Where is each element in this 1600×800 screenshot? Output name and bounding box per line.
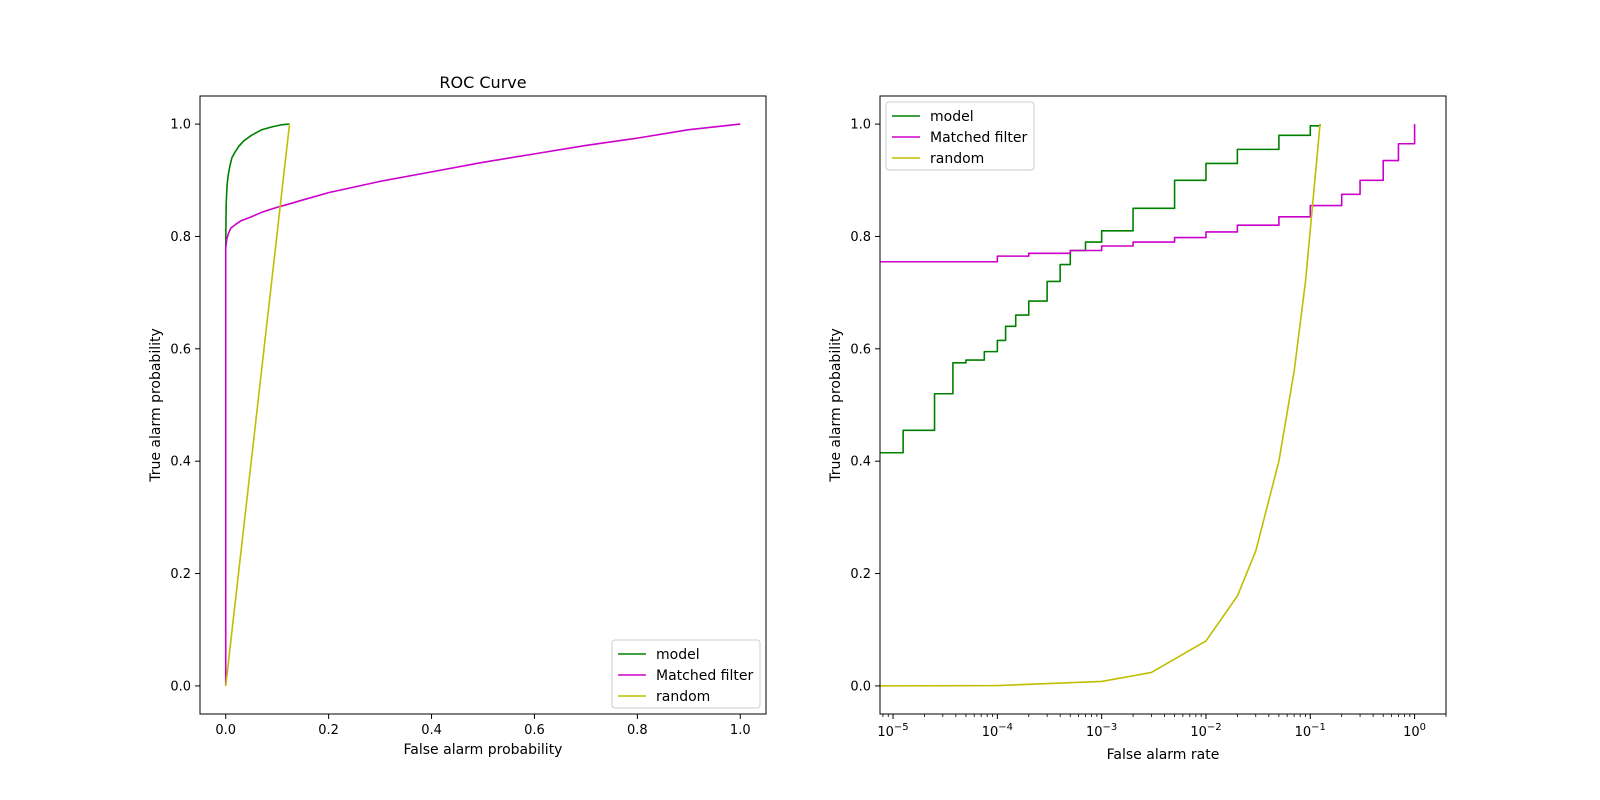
legend-label-random: random — [656, 689, 710, 705]
y-tick-label: 0.8 — [170, 230, 191, 245]
legend-box — [885, 101, 1035, 171]
series-line-random — [224, 123, 291, 687]
roc-linear-y-ticks: 0.0 0.2 0.4 0.6 0.8 1.0 — [170, 118, 200, 694]
series-line-model — [880, 124, 1321, 454]
x-tick-label: 0.6 — [524, 723, 545, 738]
roc-log-axes-frame — [879, 95, 1447, 715]
roc-log-x-ticks: 10−5 10−4 10−3 10−2 10−1 100 — [877, 714, 1447, 740]
x-tick-label: 0.4 — [421, 723, 442, 738]
roc-log-x-axis-label: False alarm rate — [1107, 747, 1220, 763]
roc-linear-y-axis-label: True alarm probability — [148, 328, 164, 483]
x-tick-label: 0.8 — [627, 723, 648, 738]
y-tick-label: 0.6 — [850, 342, 871, 357]
x-tick-label: 10−2 — [1190, 722, 1221, 740]
y-tick-label: 1.0 — [850, 118, 871, 133]
y-tick-label: 0.0 — [850, 679, 871, 694]
y-tick-label: 0.0 — [170, 679, 191, 694]
roc-log-legend: model Matched filter random — [885, 101, 1035, 171]
legend-label-matched-filter: Matched filter — [656, 668, 753, 684]
roc-linear-panel: 0.0 0.2 0.4 0.6 0.8 1.0 0.0 0.2 0.4 0.6 0.8 1.0 RO… — [148, 73, 767, 758]
y-tick-label: 0.2 — [850, 567, 871, 582]
roc-log-series — [879, 124, 1416, 687]
roc-linear-title: ROC Curve — [439, 73, 526, 92]
x-tick-label: 10−5 — [877, 722, 908, 740]
roc-linear-series — [224, 123, 741, 687]
roc-log-y-ticks: 0.0 0.2 0.4 0.6 0.8 1.0 — [850, 118, 880, 694]
roc-linear-axes-frame — [199, 95, 767, 715]
y-tick-label: 1.0 — [170, 118, 191, 133]
series-line-random — [879, 124, 1321, 687]
y-tick-label: 0.6 — [170, 342, 191, 357]
series-line-matched-filter — [224, 123, 741, 686]
y-tick-label: 0.4 — [170, 455, 191, 470]
roc-linear-x-ticks: 0.0 0.2 0.4 0.6 0.8 1.0 — [215, 714, 751, 738]
roc-linear-legend: model Matched filter random — [611, 639, 761, 709]
x-tick-label: 1.0 — [730, 723, 751, 738]
legend-label-random: random — [930, 151, 984, 167]
x-tick-label: 10−1 — [1295, 722, 1326, 740]
roc-log-y-axis-label: True alarm probability — [828, 328, 844, 483]
legend-label-matched-filter: Matched filter — [930, 130, 1027, 146]
x-tick-label: 0.0 — [215, 723, 236, 738]
legend-box — [611, 639, 761, 709]
roc-log-panel: 10−5 10−4 10−3 10−2 10−1 100 0.0 0.2 0.4 0.6 0.8 1… — [828, 95, 1447, 763]
x-tick-label: 100 — [1403, 722, 1426, 740]
y-tick-label: 0.8 — [850, 230, 871, 245]
x-tick-label: 0.2 — [318, 723, 339, 738]
legend-label-model: model — [656, 647, 700, 663]
legend-label-model: model — [930, 109, 974, 125]
x-tick-label: 10−4 — [982, 722, 1013, 740]
y-tick-label: 0.4 — [850, 455, 871, 470]
y-tick-label: 0.2 — [170, 567, 191, 582]
x-tick-label: 10−3 — [1086, 722, 1117, 740]
roc-linear-x-axis-label: False alarm probability — [404, 742, 563, 758]
series-line-model — [224, 123, 290, 248]
series-line-matched-filter — [880, 124, 1416, 263]
